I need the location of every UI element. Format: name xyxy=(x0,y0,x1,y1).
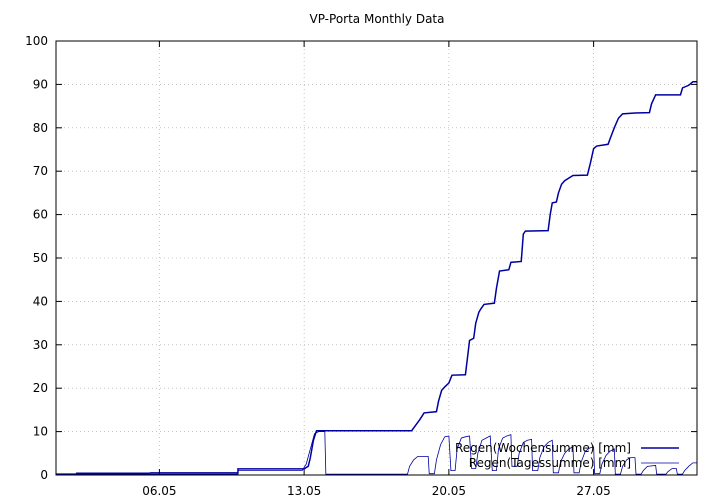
y-tick-label: 0 xyxy=(40,468,48,482)
y-tick-label: 50 xyxy=(33,251,48,265)
x-tick-label: 27.05 xyxy=(576,484,610,498)
y-tick-label: 60 xyxy=(33,208,48,222)
x-tick-label: 13.05 xyxy=(287,484,321,498)
x-tick-label: 06.05 xyxy=(142,484,176,498)
grid xyxy=(56,41,697,475)
y-tick-label: 70 xyxy=(33,164,48,178)
legend: Regen(Wochensumme) [mm] Regen(Tagessumme… xyxy=(455,441,679,470)
y-tick-label: 40 xyxy=(33,294,48,308)
y-tick-label: 80 xyxy=(33,121,48,135)
y-tick-label: 10 xyxy=(33,425,48,439)
legend-label-tagessumme: Regen(Tagessumme) [mm] xyxy=(469,456,631,470)
y-tick-label: 20 xyxy=(33,381,48,395)
series-line-wochensumme xyxy=(56,81,697,475)
series-line-tagessumme xyxy=(56,431,697,475)
y-tick-label: 100 xyxy=(25,34,48,48)
y-tick-label: 30 xyxy=(33,338,48,352)
chart-title: VP-Porta Monthly Data xyxy=(310,12,445,26)
axis-ticks: 0 10 20 30 40 50 60 70 80 90 100 06.05 13.05 20.05 27.… xyxy=(25,34,697,498)
legend-label-wochensumme: Regen(Wochensumme) [mm] xyxy=(455,441,631,455)
y-tick-label: 90 xyxy=(33,77,48,91)
series-layer xyxy=(56,81,697,475)
x-tick-label: 20.05 xyxy=(432,484,466,498)
